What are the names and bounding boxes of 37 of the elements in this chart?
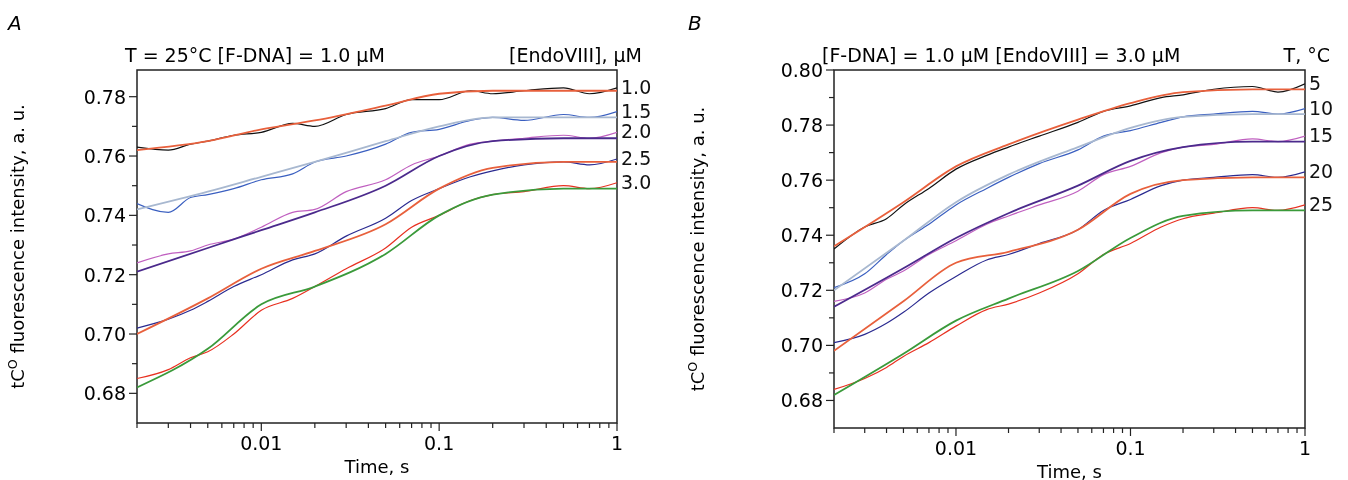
y-tick-label: 0.68 <box>780 389 823 412</box>
legend-title: [EndoVIII], μM <box>509 44 642 66</box>
series-label: 15 <box>1309 124 1334 147</box>
chart-title: T = 25°C [F-DNA] = 1.0 μM <box>124 44 385 66</box>
y-tick-label: 0.72 <box>83 263 126 286</box>
y-tick-label: 0.68 <box>83 382 126 405</box>
series-label: 25 <box>1309 192 1334 215</box>
x-axis-title: Time, s <box>1036 461 1102 480</box>
y-tick-label: 0.78 <box>83 85 126 108</box>
y-tick-label: 0.70 <box>83 323 126 346</box>
series-label: 2.0 <box>621 120 652 143</box>
text: B <box>688 11 702 35</box>
x-tick-label: 1 <box>1298 437 1312 459</box>
x-tick-label: 0.01 <box>934 437 978 459</box>
x-tick-label: 1 <box>610 432 624 454</box>
x-axis-title: Time, s <box>343 456 410 477</box>
y-tick-label: 0.70 <box>780 334 823 357</box>
series-label: 1.0 <box>621 75 652 98</box>
y-tick-label: 0.76 <box>83 145 126 168</box>
x-tick-label: 0.01 <box>240 432 283 454</box>
y-tick-label: 0.76 <box>780 169 823 192</box>
y-tick-label: 0.74 <box>780 224 823 247</box>
series-label: 20 <box>1309 159 1334 182</box>
text: A <box>6 11 22 35</box>
chart-title: [F-DNA] = 1.0 μM [EndoVIII] = 3.0 μM <box>822 44 1181 66</box>
y-tick-label: 0.72 <box>780 279 823 302</box>
legend-title: T, °C <box>1282 44 1330 66</box>
y-tick-label: 0.80 <box>780 59 823 81</box>
y-tick-label: 0.78 <box>780 114 823 137</box>
series-label: 2.5 <box>621 146 652 169</box>
series-label: 1.5 <box>621 99 652 122</box>
series-label: 5 <box>1309 71 1322 94</box>
series-label: 10 <box>1309 96 1334 119</box>
series-label: 3.0 <box>621 170 652 193</box>
x-tick-label: 0.1 <box>424 432 455 454</box>
y-tick-label: 0.74 <box>83 204 126 227</box>
x-tick-label: 0.1 <box>1115 437 1146 459</box>
